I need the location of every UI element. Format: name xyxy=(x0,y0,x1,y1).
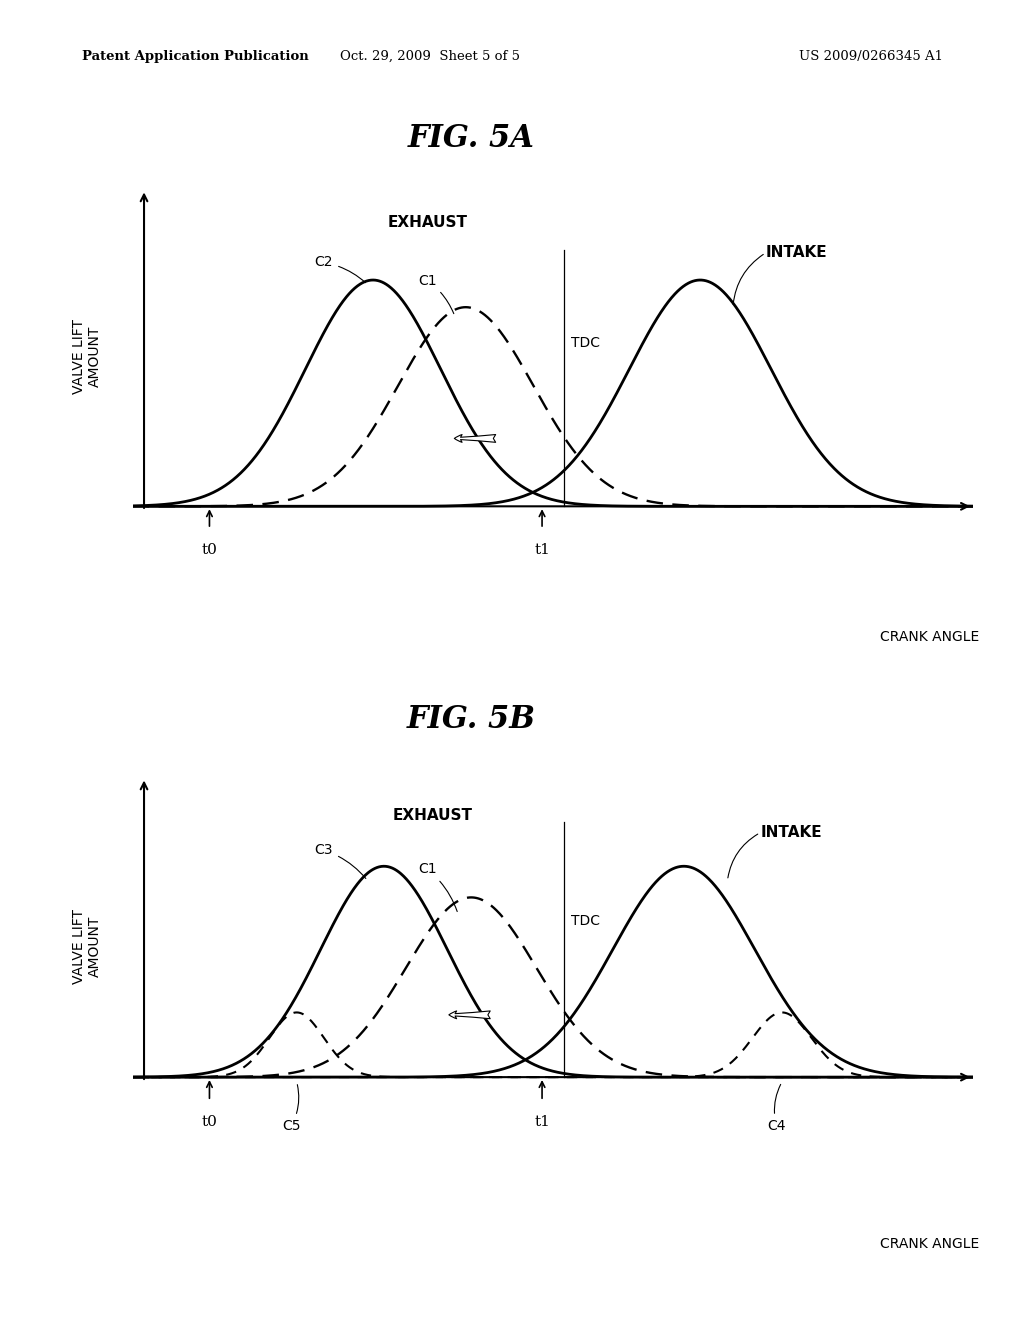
Text: FIG. 5A: FIG. 5A xyxy=(408,123,535,154)
Text: EXHAUST: EXHAUST xyxy=(393,808,473,824)
Text: Patent Application Publication: Patent Application Publication xyxy=(82,50,308,63)
Text: CRANK ANGLE: CRANK ANGLE xyxy=(881,630,980,644)
Text: VALVE LIFT
AMOUNT: VALVE LIFT AMOUNT xyxy=(72,909,102,985)
Text: C4: C4 xyxy=(767,1085,785,1133)
Text: EXHAUST: EXHAUST xyxy=(387,215,468,230)
Text: INTAKE: INTAKE xyxy=(766,246,827,260)
Text: C1: C1 xyxy=(418,273,454,314)
Text: VALVE LIFT
AMOUNT: VALVE LIFT AMOUNT xyxy=(72,319,102,393)
Text: C2: C2 xyxy=(314,256,366,282)
Text: TDC: TDC xyxy=(571,915,600,928)
Text: CRANK ANGLE: CRANK ANGLE xyxy=(881,1237,980,1250)
Text: TDC: TDC xyxy=(571,337,600,350)
Text: C1: C1 xyxy=(418,862,457,912)
Text: INTAKE: INTAKE xyxy=(760,825,822,841)
Text: US 2009/0266345 A1: US 2009/0266345 A1 xyxy=(799,50,943,63)
Text: Oct. 29, 2009  Sheet 5 of 5: Oct. 29, 2009 Sheet 5 of 5 xyxy=(340,50,520,63)
Text: C5: C5 xyxy=(282,1085,300,1133)
Text: t0: t0 xyxy=(202,543,217,557)
Text: t0: t0 xyxy=(202,1115,217,1130)
Text: t1: t1 xyxy=(535,543,550,557)
Text: C3: C3 xyxy=(314,843,366,879)
Text: t1: t1 xyxy=(535,1115,550,1130)
Text: FIG. 5B: FIG. 5B xyxy=(407,704,536,735)
